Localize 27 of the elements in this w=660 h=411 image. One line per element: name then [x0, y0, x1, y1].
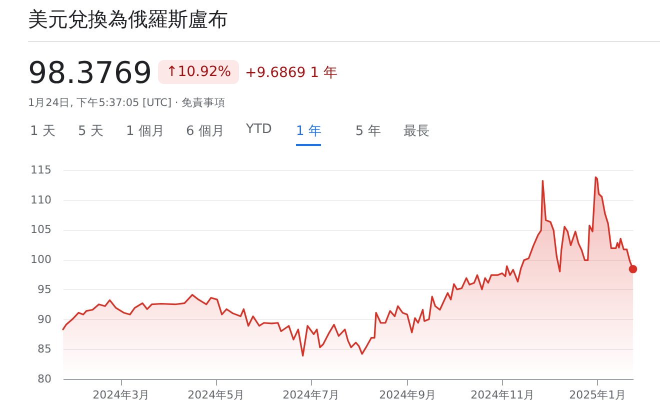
x-tick-label: 2024年5月 [188, 388, 245, 402]
text: ↑10.92% [158, 60, 240, 84]
y-tick-label: 100 [30, 253, 52, 266]
x-tick-label: 2024年7月 [282, 388, 340, 402]
text: 最長 [403, 123, 430, 141]
text: 1 個月 [126, 123, 166, 141]
text: 5 天 [78, 123, 104, 141]
text: +9.6869 1 年 [245, 64, 338, 82]
y-tick-label: 80 [38, 372, 52, 386]
x-tick-label: 2024年11月 [470, 388, 535, 402]
x-tick-label: 2024年9月 [379, 388, 436, 402]
text: 1月24日, 下午5:37:05 [UTC] · 免責事項 [28, 96, 226, 110]
y-tick-label: 90 [38, 312, 52, 326]
y-tick-label: 105 [30, 223, 52, 236]
text: 1 年 [296, 122, 322, 146]
y-tick-label: 95 [38, 282, 52, 296]
chart-title: 美元兌換為俄羅斯盧布 [28, 6, 228, 33]
text: 1 天 [30, 123, 56, 141]
y-tick-label: 110 [30, 193, 52, 206]
text: 98.3769 [28, 56, 152, 91]
text: 5 年 [355, 123, 382, 141]
text: 6 個月 [186, 123, 226, 141]
y-tick-label: 115 [30, 164, 52, 176]
y-tick-label: 85 [38, 342, 52, 356]
x-tick-label: 2024年3月 [92, 388, 150, 402]
text: YTD [246, 122, 273, 139]
x-tick-label: 2025年1月 [569, 388, 626, 402]
